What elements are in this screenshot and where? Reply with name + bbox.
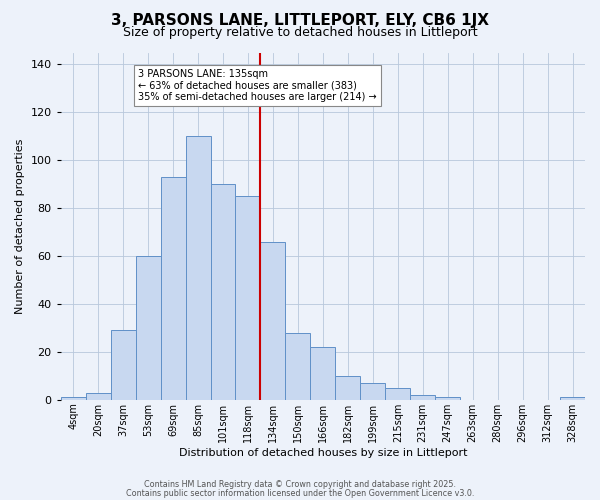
Bar [260,242,286,400]
Bar [410,395,435,400]
Bar [136,256,161,400]
Bar [286,332,310,400]
Y-axis label: Number of detached properties: Number of detached properties [15,138,25,314]
Bar [110,330,136,400]
Bar [235,196,260,400]
Text: Size of property relative to detached houses in Littleport: Size of property relative to detached ho… [122,26,478,39]
X-axis label: Distribution of detached houses by size in Littleport: Distribution of detached houses by size … [179,448,467,458]
Bar [61,398,86,400]
Bar [86,392,110,400]
Bar [185,136,211,400]
Bar [310,347,335,400]
Bar [161,177,185,400]
Text: 3 PARSONS LANE: 135sqm
← 63% of detached houses are smaller (383)
35% of semi-de: 3 PARSONS LANE: 135sqm ← 63% of detached… [138,70,377,102]
Text: 3, PARSONS LANE, LITTLEPORT, ELY, CB6 1JX: 3, PARSONS LANE, LITTLEPORT, ELY, CB6 1J… [111,12,489,28]
Bar [211,184,235,400]
Bar [435,398,460,400]
Text: Contains HM Land Registry data © Crown copyright and database right 2025.: Contains HM Land Registry data © Crown c… [144,480,456,489]
Text: Contains public sector information licensed under the Open Government Licence v3: Contains public sector information licen… [126,488,474,498]
Bar [560,398,585,400]
Bar [361,383,385,400]
Bar [335,376,361,400]
Bar [385,388,410,400]
